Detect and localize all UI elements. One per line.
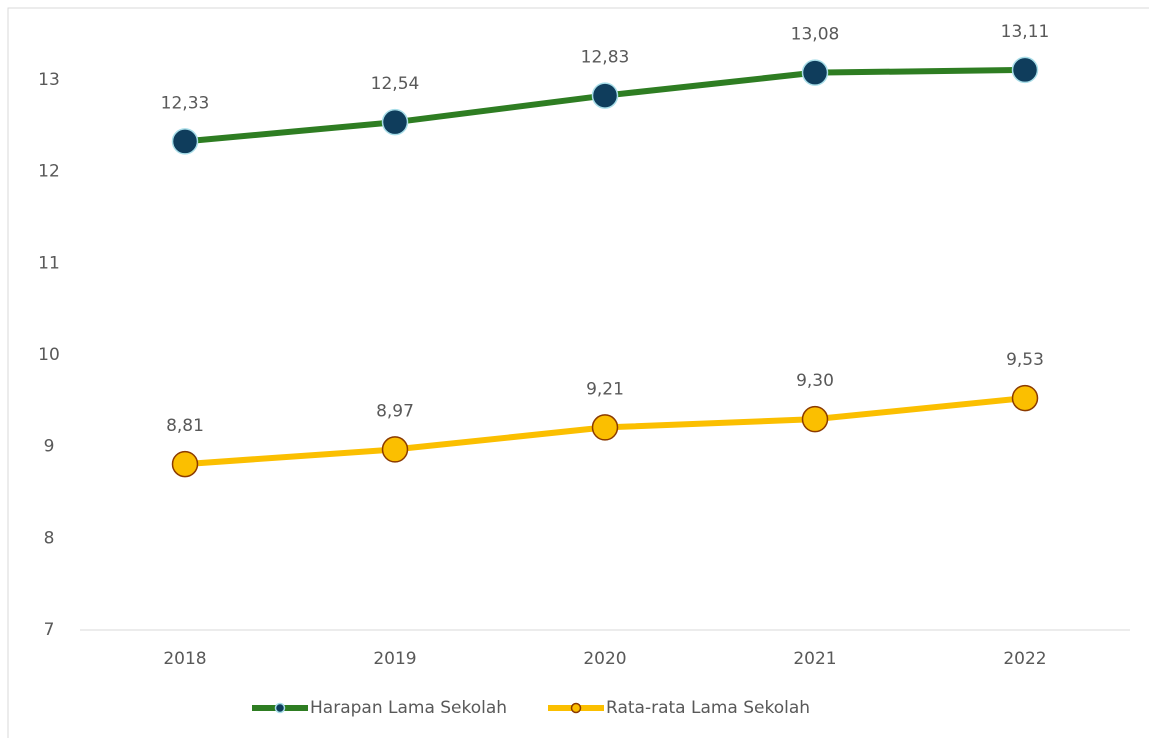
y-tick-label: 11 — [38, 253, 60, 273]
x-tick-label: 2021 — [793, 649, 836, 669]
y-tick-label: 10 — [38, 345, 60, 365]
legend-marker — [570, 702, 582, 714]
y-tick-label: 7 — [44, 620, 55, 640]
marker — [171, 450, 199, 478]
marker — [591, 82, 619, 109]
marker — [801, 405, 829, 433]
legend-marker — [274, 702, 286, 714]
x-tick-label: 2018 — [163, 649, 206, 669]
marker — [591, 414, 619, 441]
marker — [171, 128, 199, 155]
data-label: 9,53 — [1006, 350, 1044, 370]
x-tick-label: 2022 — [1003, 649, 1046, 669]
data-label: 9,21 — [586, 379, 624, 399]
chart-border — [7, 7, 1149, 738]
y-tick-label: 13 — [38, 70, 60, 90]
data-label: 12,83 — [581, 48, 630, 68]
data-label: 9,30 — [796, 371, 834, 391]
data-label: 13,08 — [791, 25, 840, 45]
data-label: 13,11 — [1001, 22, 1050, 42]
marker — [801, 59, 829, 86]
marker — [1011, 56, 1039, 84]
y-tick-label: 9 — [44, 437, 55, 457]
marker — [381, 436, 409, 463]
marker — [381, 108, 409, 136]
data-label: 8,97 — [376, 401, 414, 421]
marker — [1011, 384, 1039, 412]
x-tick-label: 2019 — [373, 649, 416, 669]
data-label: 12,54 — [371, 74, 420, 94]
legend-label: Rata-rata Lama Sekolah — [606, 698, 810, 718]
y-tick-label: 12 — [38, 162, 60, 182]
y-tick-label: 8 — [44, 528, 55, 548]
legend-label: Harapan Lama Sekolah — [310, 698, 507, 718]
data-label: 12,33 — [161, 93, 210, 113]
x-tick-label: 2020 — [583, 649, 626, 669]
data-label: 8,81 — [166, 416, 204, 436]
